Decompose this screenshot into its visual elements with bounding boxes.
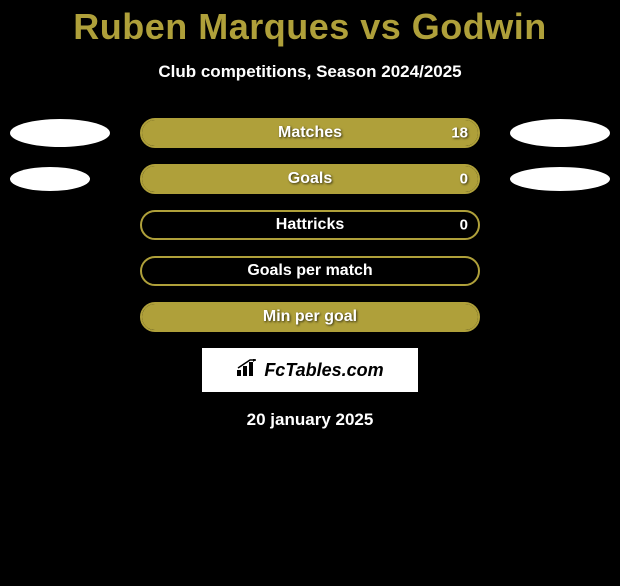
bar-outer: Matches 18 <box>140 118 480 148</box>
bar-label: Matches <box>278 124 342 142</box>
bar-label: Min per goal <box>263 308 357 326</box>
logo-box: FcTables.com <box>202 348 418 392</box>
bar-label: Hattricks <box>276 216 344 234</box>
subtitle: Club competitions, Season 2024/2025 <box>0 62 620 82</box>
stat-row: Goals per match <box>0 256 620 286</box>
left-ellipse <box>10 167 90 191</box>
right-ellipse <box>510 167 610 191</box>
bar-outer: Min per goal <box>140 302 480 332</box>
stat-row: Hattricks 0 <box>0 210 620 240</box>
bar-value: 18 <box>451 125 468 142</box>
stat-bar: Matches 18 <box>140 118 480 148</box>
stat-bar: Goals per match <box>140 256 480 286</box>
bars-icon <box>236 359 260 382</box>
stat-bar: Hattricks 0 <box>140 210 480 240</box>
stat-row: Matches 18 <box>0 118 620 148</box>
right-ellipse <box>510 119 610 147</box>
bar-value: 0 <box>460 217 468 234</box>
bar-label: Goals per match <box>247 262 372 280</box>
bar-outer: Goals 0 <box>140 164 480 194</box>
stat-row: Min per goal <box>0 302 620 332</box>
bar-label: Goals <box>288 170 332 188</box>
logo-text: FcTables.com <box>264 360 383 381</box>
stat-bar: Min per goal <box>140 302 480 332</box>
page-title: Ruben Marques vs Godwin <box>0 6 620 48</box>
bar-value: 0 <box>460 171 468 188</box>
stat-bar: Goals 0 <box>140 164 480 194</box>
date-text: 20 january 2025 <box>0 410 620 430</box>
bar-outer: Hattricks 0 <box>140 210 480 240</box>
stat-rows: Matches 18 Goals 0 Hattricks 0 Goals per match… <box>0 118 620 332</box>
left-ellipse <box>10 119 110 147</box>
bar-outer: Goals per match <box>140 256 480 286</box>
stat-row: Goals 0 <box>0 164 620 194</box>
